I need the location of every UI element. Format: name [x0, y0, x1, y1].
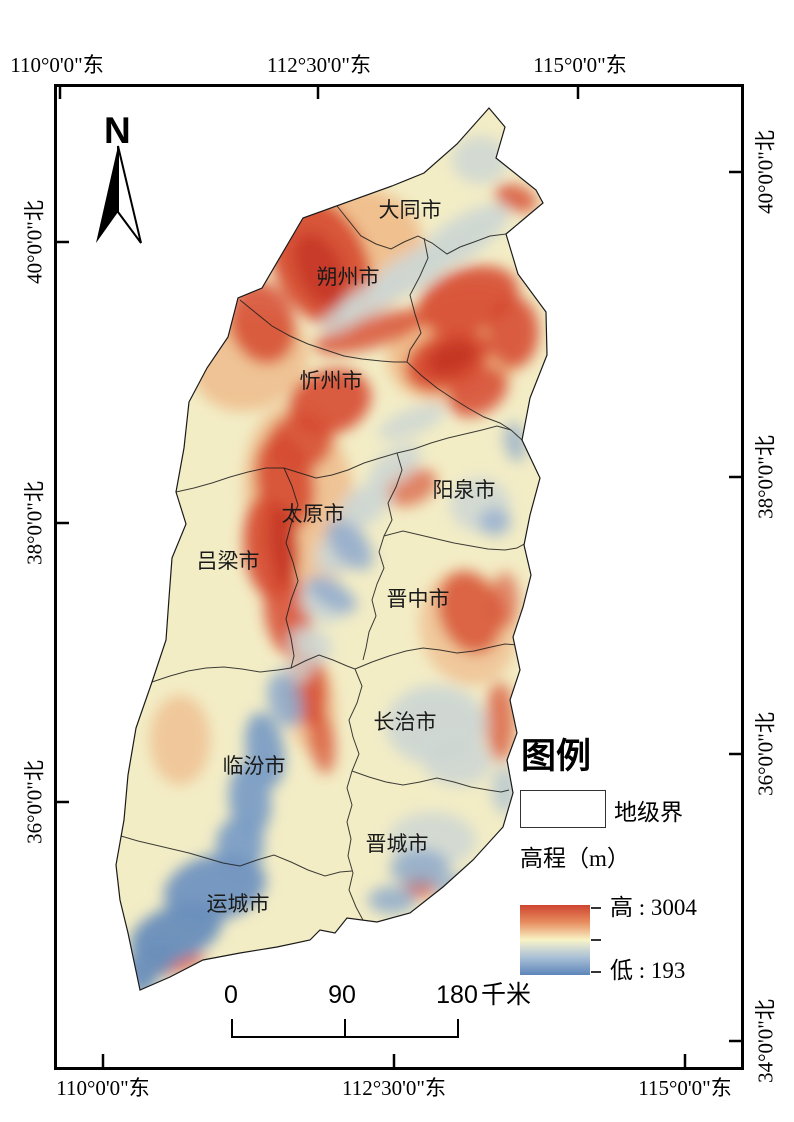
north-arrow: N: [96, 110, 142, 244]
axis-top-115e: 115°0'0"东: [533, 53, 626, 77]
axis-bottom-115e: 115°0'0"东: [638, 1076, 731, 1100]
legend: 图例 地级界 高程（m） 高 : 3004 低 : 193: [520, 737, 697, 983]
graticule-ticks: [57, 87, 741, 1067]
city-label-linfen: 临汾市: [223, 754, 286, 778]
axis-right-38n: 38°0'0"北: [753, 435, 777, 519]
elevation-ramp: [520, 905, 590, 975]
scale-bar: 0 90 180 千米: [224, 981, 531, 1038]
city-label-datong: 大同市: [379, 198, 442, 222]
legend-title: 图例: [521, 737, 591, 776]
elevation-low-label: 低 : 193: [610, 958, 685, 983]
axis-bottom-112-30e: 112°30'0"东: [342, 1076, 446, 1100]
city-label-shuozhou: 朔州市: [317, 265, 380, 289]
map-frame: [54, 84, 744, 1070]
elevation-title: 高程（m）: [520, 846, 630, 871]
city-label-taiyuan: 太原市: [282, 502, 345, 526]
axis-top-112-30e: 112°30'0"东: [267, 53, 371, 77]
scale-tick-90: 90: [328, 981, 356, 1009]
city-label-xinzhou: 忻州市: [300, 369, 363, 393]
axis-right-36n: 36°0'0"北: [753, 712, 777, 796]
boundary-swatch: [520, 790, 606, 828]
city-label-changzhi: 长治市: [374, 710, 437, 734]
city-label-yuncheng: 运城市: [207, 892, 270, 916]
elevation-ramp-ticks: [591, 907, 601, 973]
city-label-jincheng: 晋城市: [366, 832, 429, 856]
prefecture-boundaries: [120, 205, 529, 947]
axis-right-34n: 34°0'0"北: [753, 999, 777, 1083]
city-label-jinzhong: 晋中市: [387, 587, 450, 611]
scale-bar-line: [231, 1019, 459, 1038]
axis-right-40n: 40°0'0"北: [753, 130, 777, 214]
scale-tick-180: 180: [436, 981, 478, 1009]
scale-tick-0: 0: [224, 981, 238, 1009]
axis-left-40n: 40°0'0"北: [22, 200, 46, 284]
axis-top-110e: 110°0'0"东: [10, 53, 103, 77]
scale-unit: 千米: [481, 981, 531, 1009]
north-arrow-label: N: [104, 110, 131, 151]
province-outline: [115, 107, 548, 991]
axis-left-36n: 36°0'0"北: [22, 760, 46, 844]
axis-left-38n: 38°0'0"北: [22, 481, 46, 565]
dem-raster: [116, 108, 547, 990]
city-label-yangquan: 阳泉市: [433, 478, 496, 502]
city-label-lvliang: 吕梁市: [197, 549, 260, 573]
city-labels: 大同市 朔州市 忻州市 阳泉市 太原市 吕梁市 晋中市 长治市 临汾市 晋城市 …: [197, 198, 496, 916]
north-arrow-icon-right: [117, 145, 142, 244]
graticule-labels: 110°0'0"东 112°30'0"东 115°0'0"东 110°0'0"东…: [10, 53, 777, 1100]
elevation-high-label: 高 : 3004: [610, 895, 697, 920]
boundary-label: 地级界: [614, 800, 683, 825]
axis-bottom-110e: 110°0'0"东: [56, 1076, 149, 1100]
north-arrow-icon-left: [96, 146, 118, 243]
